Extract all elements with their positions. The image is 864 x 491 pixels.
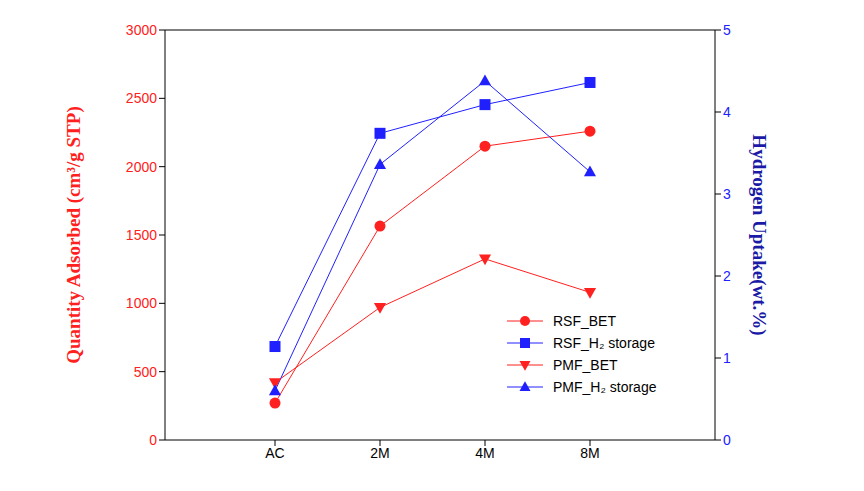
- html-text:PMF_BET: PMF_BET: [553, 357, 618, 373]
- svg-text:1: 1: [723, 350, 731, 366]
- svg-text:2M: 2M: [370, 445, 389, 461]
- svg-text:4M: 4M: [475, 445, 494, 461]
- svg-text:3: 3: [723, 186, 731, 202]
- html-text:RSF_H₂ storage: RSF_H₂ storage: [553, 335, 655, 351]
- html-text:RSF_BET: RSF_BET: [553, 313, 616, 329]
- svg-text:1000: 1000: [126, 295, 157, 311]
- svg-text:AC: AC: [265, 445, 284, 461]
- svg-text:3000: 3000: [126, 22, 157, 38]
- svg-text:0: 0: [149, 432, 157, 448]
- html-text:PMF_H₂ storage: PMF_H₂ storage: [553, 379, 657, 395]
- svg-text:1500: 1500: [126, 227, 157, 243]
- svg-text:500: 500: [134, 364, 158, 380]
- svg-text:0: 0: [723, 432, 731, 448]
- svg-text:Hydrogen Uptake(wt.%): Hydrogen Uptake(wt.%): [748, 134, 770, 335]
- svg-text:5: 5: [723, 22, 731, 38]
- svg-text:4: 4: [723, 104, 731, 120]
- svg-text:8M: 8M: [580, 445, 599, 461]
- svg-text:2: 2: [723, 268, 731, 284]
- svg-text:Quantity Adsorbed (cm³/g STP): Quantity Adsorbed (cm³/g STP): [63, 106, 85, 363]
- svg-text:2500: 2500: [126, 90, 157, 106]
- svg-text:2000: 2000: [126, 159, 157, 175]
